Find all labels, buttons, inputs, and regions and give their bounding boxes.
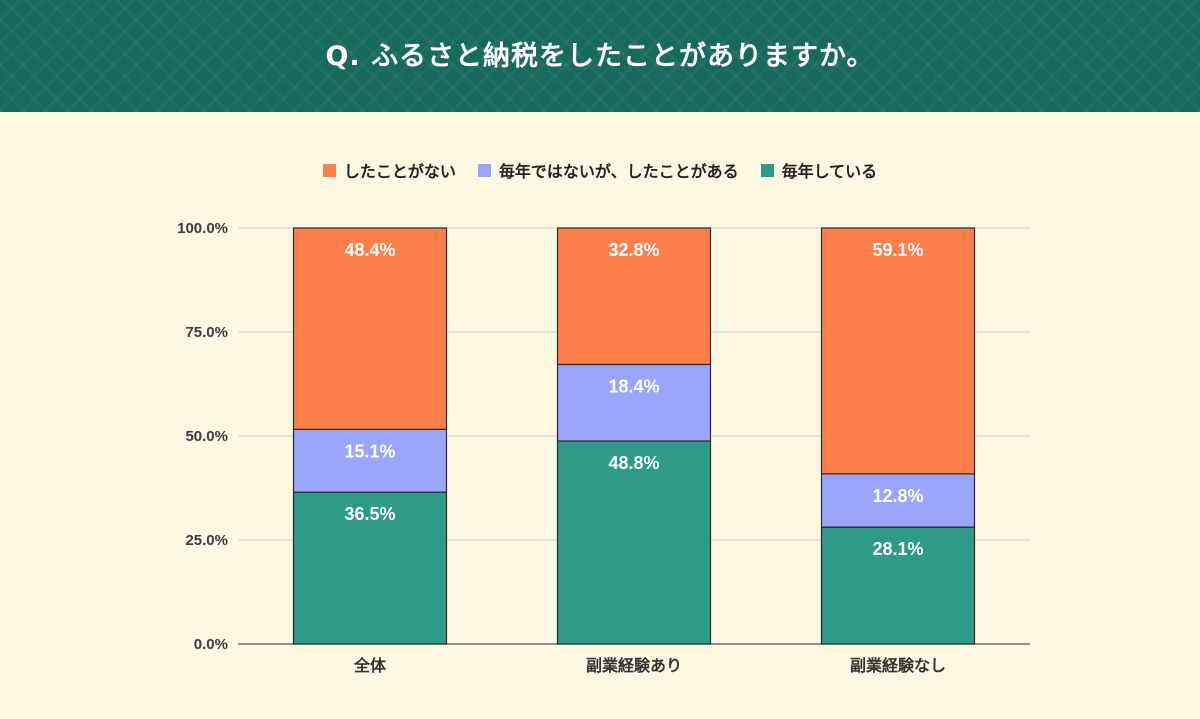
- legend-label-sometimes: 毎年ではないが、したことがある: [498, 162, 739, 181]
- page-title: Q. ふるさと納税をしたことがありますか。: [325, 40, 875, 72]
- bar-segment: [820, 227, 976, 475]
- data-label: 48.4%: [344, 240, 395, 260]
- x-category-label: 全体: [353, 656, 387, 675]
- data-label: 15.1%: [344, 441, 395, 461]
- legend-item-yearly: 毎年している: [760, 158, 878, 182]
- bar-segment: [820, 526, 976, 645]
- bar-segment: [292, 491, 448, 645]
- chart-legend: したことがない 毎年ではないが、したことがある 毎年している: [0, 158, 1200, 182]
- legend-swatch-yearly: [760, 163, 774, 177]
- data-label: 32.8%: [608, 240, 659, 260]
- y-tick-label: 100.0%: [177, 220, 228, 237]
- data-label: 59.1%: [872, 240, 923, 260]
- bar-segment: [292, 227, 448, 430]
- bar-segment: [556, 363, 712, 442]
- x-category-label: 副業経験あり: [586, 656, 682, 675]
- y-tick-label: 0.0%: [194, 636, 228, 653]
- data-label: 36.5%: [344, 504, 395, 524]
- legend-item-no: したことがない: [322, 158, 456, 182]
- legend-swatch-sometimes: [477, 163, 491, 177]
- y-tick-label: 50.0%: [185, 428, 228, 445]
- y-tick-label: 25.0%: [185, 532, 228, 549]
- bar-segment: [556, 440, 712, 645]
- legend-label-yearly: 毎年している: [781, 162, 878, 181]
- legend-item-sometimes: 毎年ではないが、したことがある: [477, 158, 739, 182]
- data-label: 12.8%: [872, 486, 923, 506]
- bar-segment: [292, 428, 448, 493]
- x-category-label: 副業経験なし: [850, 656, 946, 675]
- bar-segment: [820, 473, 976, 528]
- legend-swatch-no: [322, 163, 336, 177]
- data-label: 28.1%: [872, 539, 923, 559]
- bar-segment: [556, 227, 712, 366]
- legend-label-no: したことがない: [343, 162, 456, 181]
- header-banner: Q. ふるさと納税をしたことがありますか。: [0, 0, 1200, 112]
- data-label: 18.4%: [608, 376, 659, 396]
- data-label: 48.8%: [608, 453, 659, 473]
- y-tick-label: 75.0%: [185, 324, 228, 341]
